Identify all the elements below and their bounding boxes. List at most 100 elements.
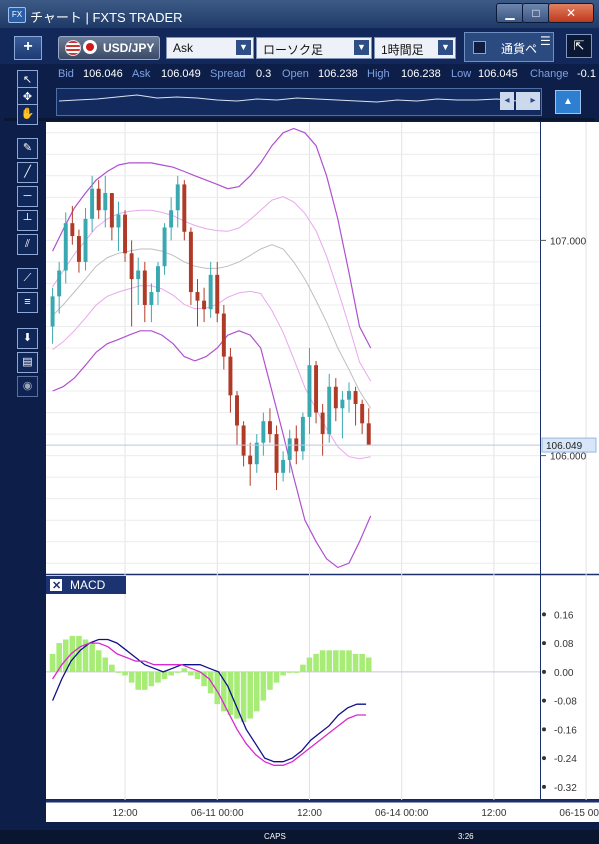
macd-histogram-bar [122, 671, 128, 676]
us-flag-icon [65, 40, 81, 56]
menu-icon[interactable]: ☰ [540, 34, 551, 48]
download-icon[interactable]: ⬇ [17, 328, 38, 349]
x-tick-label: 06-15 00:00 [559, 808, 599, 819]
macd-histogram-bar [207, 671, 214, 694]
macd-histogram-bar [260, 671, 267, 701]
fibonacci-icon[interactable]: ≡ [17, 292, 38, 313]
caps-indicator: CAPS [264, 832, 286, 841]
macd-histogram-bar [286, 671, 293, 673]
bid-label: Bid [58, 68, 74, 80]
moving-average-line [52, 244, 372, 409]
macd-y-tick-label: -0.08 [554, 697, 577, 708]
navigator-line [58, 94, 540, 103]
macd-histogram-bar [319, 650, 326, 672]
low-value: 106.045 [478, 68, 518, 80]
candle-body [50, 296, 55, 327]
macd-histogram-bar [168, 671, 174, 676]
scroll-left-button[interactable]: ◂ [500, 92, 514, 110]
macd-y-tick [542, 641, 546, 646]
macd-close-icon: ✕ [52, 580, 61, 592]
macd-histogram-bar [89, 643, 95, 672]
lock-scale-icon[interactable]: ▲ [555, 90, 581, 114]
candle-body [333, 386, 338, 409]
vertical-line-icon[interactable]: ┴ [17, 210, 38, 231]
macd-y-tick-label: -0.32 [554, 783, 577, 794]
candle-body [57, 270, 62, 297]
x-tick-label: 06-11 00:00 [191, 808, 244, 819]
ask-label: Ask [132, 68, 151, 80]
macd-histogram-bar [313, 653, 319, 672]
pen-tool-icon[interactable]: ✎ [17, 138, 38, 159]
candle-body [340, 399, 345, 409]
macd-axis-bg [540, 575, 599, 799]
macd-histogram-bar [95, 650, 102, 672]
drawing-toolbar: ↖ ✥ ✋ ✎ ╱ ─ ┴ ⫽ ⟋ ≡ ⬇ ▤ ◉ [14, 66, 40, 806]
high-label: High [367, 68, 390, 80]
timeframe-select[interactable]: 1時間足 ▼ [374, 37, 456, 59]
macd-close-box [50, 579, 62, 591]
channel-line-icon[interactable]: ⫽ [17, 234, 38, 255]
currency-pair-button[interactable]: USD/JPY [58, 36, 160, 60]
candle-body [261, 421, 266, 443]
macd-histogram-bar [188, 671, 194, 676]
candle-body [281, 459, 286, 473]
macd-y-tick-label: -0.24 [554, 754, 577, 765]
candle-body [248, 455, 253, 465]
chevron-down-icon: ▼ [438, 40, 453, 55]
macd-histogram-bar [148, 671, 155, 687]
candle-body [235, 395, 239, 426]
navigator-strip[interactable] [56, 88, 542, 116]
price-type-select[interactable]: Ask ▼ [166, 37, 254, 59]
hand-tool-icon[interactable]: ✋ [17, 104, 38, 125]
camera-icon[interactable]: ◉ [17, 376, 38, 397]
macd-y-tick-label: -0.16 [554, 725, 577, 736]
change-value: -0.1 [577, 68, 596, 80]
tab-checkbox[interactable] [473, 41, 486, 54]
macd-histogram-bar [359, 653, 365, 672]
candle-body [175, 184, 180, 211]
pointer-tool-icon[interactable]: ↖ [17, 70, 38, 91]
change-label: Change [530, 68, 569, 80]
candle-body [267, 421, 272, 435]
candle-body [228, 356, 233, 396]
fan-tool-icon[interactable]: ⟋ [17, 268, 38, 289]
maximize-button[interactable]: □ [522, 3, 550, 23]
close-button[interactable]: ✕ [548, 3, 594, 23]
candle-body [360, 403, 365, 424]
candle-body [63, 223, 68, 271]
list-icon[interactable]: ▤ [17, 352, 38, 373]
ask-value: 106.049 [161, 68, 201, 80]
candle-body [169, 210, 174, 228]
currency-pair-tab[interactable]: 通貨ペ [464, 32, 554, 62]
add-chart-button[interactable]: + [14, 36, 42, 60]
candle-body [208, 274, 213, 310]
scroll-right-button[interactable]: ▸ [526, 92, 540, 110]
horizontal-line-icon[interactable]: ─ [17, 186, 38, 207]
expand-button[interactable]: ⇱ [566, 34, 592, 58]
macd-y-tick-label: 0.00 [554, 668, 574, 679]
candle-body [307, 365, 312, 417]
macd-histogram-bar [352, 653, 359, 672]
chart-area[interactable]: 12:00 06-11 00:00 12:00 06-14 00:00 12:00 06-… [46, 122, 599, 822]
macd-histogram-bar [49, 653, 56, 672]
chart-top-edge [4, 118, 595, 121]
spread-label: Spread [210, 68, 246, 80]
chevron-down-icon: ▼ [236, 40, 251, 55]
macd-histogram-bar [267, 671, 273, 690]
macd-histogram-bar [76, 635, 82, 672]
app-icon: FX [8, 7, 26, 23]
macd-histogram-bar [174, 671, 181, 673]
x-tick-label: 12:00 [297, 808, 322, 819]
chart-type-value: ローソク足 [263, 43, 324, 57]
macd-histogram-bar [181, 668, 188, 672]
macd-plot-bg [46, 575, 540, 799]
chart-type-select[interactable]: ローソク足 ▼ [256, 37, 372, 59]
macd-histogram-bar [280, 671, 286, 676]
minimize-button[interactable]: ▁ [496, 3, 524, 23]
chart-svg: 12:00 06-11 00:00 12:00 06-14 00:00 12:00 06-… [46, 122, 599, 822]
spread-value: 0.3 [256, 68, 272, 80]
trend-line-icon[interactable]: ╱ [17, 162, 38, 183]
bollinger-lower-line [52, 330, 372, 569]
macd-histogram-bar [62, 639, 69, 672]
macd-histogram-bar [273, 671, 280, 683]
